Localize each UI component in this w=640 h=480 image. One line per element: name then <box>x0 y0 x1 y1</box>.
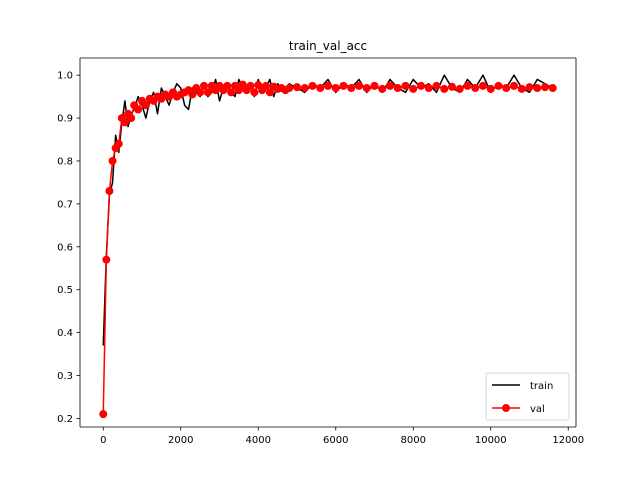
data-point-val <box>134 105 142 113</box>
data-point-val <box>301 84 309 92</box>
y-tick-label: 0.4 <box>57 328 73 339</box>
data-point-val <box>533 84 541 92</box>
y-tick-label: 1.0 <box>57 71 73 82</box>
data-point-val <box>425 84 433 92</box>
data-point-val <box>487 85 495 93</box>
data-point-val <box>99 410 107 418</box>
x-tick-label: 8000 <box>401 435 426 446</box>
data-point-val <box>549 84 557 92</box>
data-point-val <box>378 85 386 93</box>
y-tick-label: 0.6 <box>57 242 73 253</box>
data-point-val <box>495 82 503 90</box>
data-point-val <box>402 82 410 90</box>
data-point-val <box>409 85 417 93</box>
data-point-val <box>510 82 518 90</box>
data-point-val <box>371 82 379 90</box>
data-point-val <box>355 82 363 90</box>
x-tick-label: 6000 <box>323 435 348 446</box>
x-tick-label: 12000 <box>552 435 584 446</box>
x-tick-label: 4000 <box>246 435 271 446</box>
data-point-val <box>347 84 355 92</box>
data-point-val <box>309 82 317 90</box>
data-point-val <box>502 84 510 92</box>
y-tick-label: 0.9 <box>57 114 73 125</box>
legend-marker-val <box>502 404 510 412</box>
data-point-val <box>471 84 479 92</box>
data-point-val <box>456 85 464 93</box>
y-tick-label: 0.3 <box>57 371 73 382</box>
data-point-val <box>324 82 332 90</box>
legend: train val <box>486 373 569 420</box>
data-point-val <box>541 83 549 91</box>
x-tick-label: 0 <box>100 435 106 446</box>
data-point-val <box>417 82 425 90</box>
data-point-val <box>293 83 301 91</box>
data-point-val <box>526 83 534 91</box>
y-tick-label: 0.8 <box>57 156 73 167</box>
data-point-val <box>464 82 472 90</box>
legend-frame <box>486 373 569 420</box>
x-tick-label: 2000 <box>168 435 193 446</box>
legend-label-val: val <box>530 404 545 415</box>
data-point-val <box>440 85 448 93</box>
y-tick-label: 0.7 <box>57 199 73 210</box>
data-point-val <box>386 82 394 90</box>
data-point-val <box>363 84 371 92</box>
plot-area <box>80 58 576 427</box>
data-point-val <box>127 114 135 122</box>
data-point-val <box>250 88 258 96</box>
data-point-val <box>115 140 123 148</box>
data-point-val <box>340 82 348 90</box>
data-point-val <box>316 84 324 92</box>
y-tick-label: 0.5 <box>57 285 73 296</box>
data-point-val <box>394 84 402 92</box>
x-tick-label: 10000 <box>475 435 507 446</box>
data-point-val <box>109 157 117 165</box>
data-point-val <box>479 82 487 90</box>
y-tick-label: 0.2 <box>57 414 73 425</box>
data-point-val <box>433 82 441 90</box>
data-point-val <box>518 85 526 93</box>
data-point-val <box>448 83 456 91</box>
data-point-val <box>285 84 293 92</box>
data-point-val <box>105 187 113 195</box>
legend-label-train: train <box>530 381 553 392</box>
data-point-val <box>332 84 340 92</box>
chart-title: train_val_acc <box>289 39 367 53</box>
data-point-val <box>102 256 110 264</box>
